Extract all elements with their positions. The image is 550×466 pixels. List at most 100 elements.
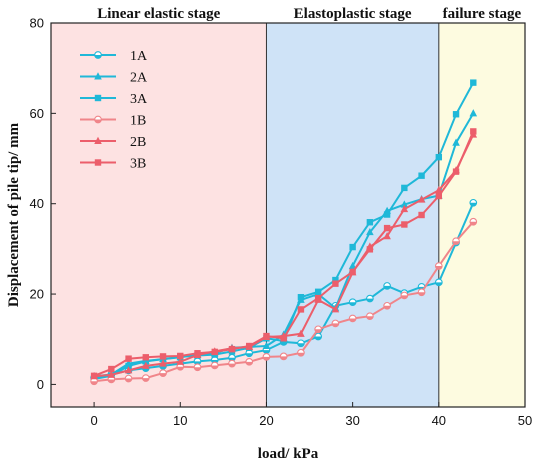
data-point <box>452 168 460 175</box>
legend-label: 1B <box>130 114 146 129</box>
data-point <box>177 352 184 360</box>
data-point <box>297 306 305 313</box>
data-point <box>435 192 443 200</box>
data-point <box>246 342 253 350</box>
y-tick-label: 0 <box>37 377 44 392</box>
data-point <box>383 232 391 240</box>
data-point <box>348 314 357 323</box>
data-point <box>366 227 374 236</box>
data-point <box>245 357 254 366</box>
data-point <box>94 94 102 102</box>
data-point <box>418 172 425 179</box>
data-point <box>262 341 271 350</box>
data-point <box>211 348 218 356</box>
x-tick-label: 30 <box>345 413 359 428</box>
data-point <box>193 363 202 372</box>
data-point <box>469 198 478 207</box>
data-point <box>124 374 133 383</box>
data-point <box>470 128 477 135</box>
data-point <box>228 345 236 353</box>
stage-region <box>438 23 525 407</box>
data-point <box>141 374 150 382</box>
data-point <box>417 195 426 203</box>
data-point <box>90 372 98 380</box>
stage-labels: Linear elastic stage Elastoplastic stage f… <box>97 6 521 22</box>
data-point <box>331 319 340 328</box>
data-point <box>400 291 409 300</box>
legend-item: 1B <box>80 114 146 129</box>
data-point <box>124 366 133 374</box>
data-point <box>366 312 374 321</box>
data-point <box>469 109 478 117</box>
data-point <box>314 294 322 302</box>
data-point <box>314 288 322 295</box>
data-point <box>452 237 460 246</box>
stage-label: Linear elastic stage <box>97 6 220 22</box>
data-point <box>348 298 357 307</box>
data-point <box>297 339 305 348</box>
legend-item: 3B <box>80 157 146 172</box>
data-point <box>263 332 270 340</box>
data-point <box>228 359 236 368</box>
data-point <box>176 357 185 365</box>
data-point <box>94 159 102 166</box>
legend-item: 1A <box>80 49 148 64</box>
data-point <box>94 72 102 80</box>
data-point <box>452 111 460 118</box>
data-point <box>94 136 102 144</box>
data-point <box>159 353 167 360</box>
stage-label: Elastoplastic stage <box>294 6 412 22</box>
data-point <box>470 79 477 86</box>
data-point <box>469 217 478 226</box>
data-point <box>383 282 391 290</box>
y-tick-label: 20 <box>30 287 44 302</box>
data-point <box>279 352 288 361</box>
legend-label: 2A <box>130 71 148 86</box>
legend-label: 1A <box>130 49 148 64</box>
data-point <box>435 185 443 194</box>
x-tick-label: 50 <box>518 413 532 428</box>
stage-regions <box>51 23 525 407</box>
data-point <box>210 361 219 370</box>
data-point <box>297 294 305 301</box>
data-point <box>331 305 340 313</box>
y-tick-label: 60 <box>30 106 44 121</box>
data-point <box>94 115 102 124</box>
data-point <box>142 354 149 361</box>
x-tick-label: 40 <box>432 413 446 428</box>
y-tick-label: 80 <box>30 16 44 31</box>
series-3B <box>90 128 477 380</box>
data-point <box>366 246 374 253</box>
data-point <box>194 350 201 357</box>
legend: 1A 2A 3A 1B 2B 3B <box>80 49 148 172</box>
data-point <box>400 204 409 213</box>
data-point <box>142 361 150 369</box>
data-point <box>366 294 374 303</box>
stage-region <box>51 23 267 407</box>
data-point <box>125 362 132 370</box>
data-point <box>418 211 425 219</box>
x-tick-label: 20 <box>259 413 273 428</box>
data-point <box>349 243 356 251</box>
data-point <box>417 288 426 297</box>
data-point <box>401 221 408 228</box>
data-point <box>383 211 391 218</box>
data-point <box>280 335 287 342</box>
data-point <box>348 261 357 270</box>
data-point <box>314 332 323 341</box>
legend-label: 3A <box>130 92 148 107</box>
x-axis-label: load/ kPa <box>258 446 319 462</box>
legend-item: 3A <box>80 92 148 107</box>
data-point <box>159 369 167 377</box>
data-point <box>142 358 149 365</box>
data-point <box>297 329 305 337</box>
data-point <box>434 278 443 287</box>
data-point <box>366 219 374 226</box>
series-1B <box>90 217 478 386</box>
stage-region <box>266 23 439 407</box>
data-point <box>314 325 323 334</box>
x-tick-label: 0 <box>90 413 97 428</box>
stage-label: failure stage <box>443 6 522 22</box>
legend-label: 3B <box>130 157 146 172</box>
